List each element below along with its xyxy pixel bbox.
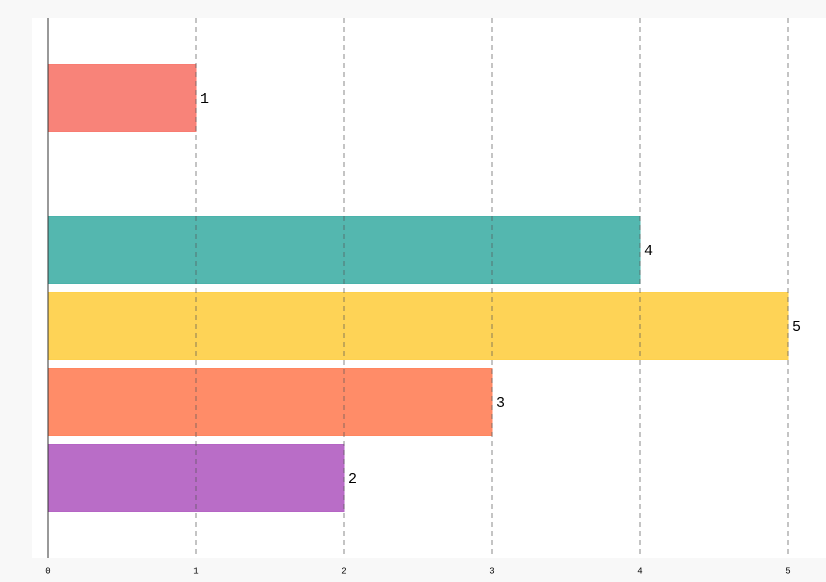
value-label: 1 [200,91,209,108]
x-tick-label: 0 [45,566,50,576]
x-tick-label: 4 [637,566,642,576]
x-tick-label: 1 [193,566,198,576]
x-tick-label: 2 [341,566,346,576]
value-label: 5 [792,319,801,336]
x-tick-label: 3 [489,566,494,576]
value-label: 3 [496,395,505,412]
bar [47,292,789,360]
value-label: 4 [644,243,653,260]
value-label: 2 [348,471,357,488]
bar [47,64,197,132]
x-tick-label: 5 [785,566,790,576]
bar [47,368,493,436]
